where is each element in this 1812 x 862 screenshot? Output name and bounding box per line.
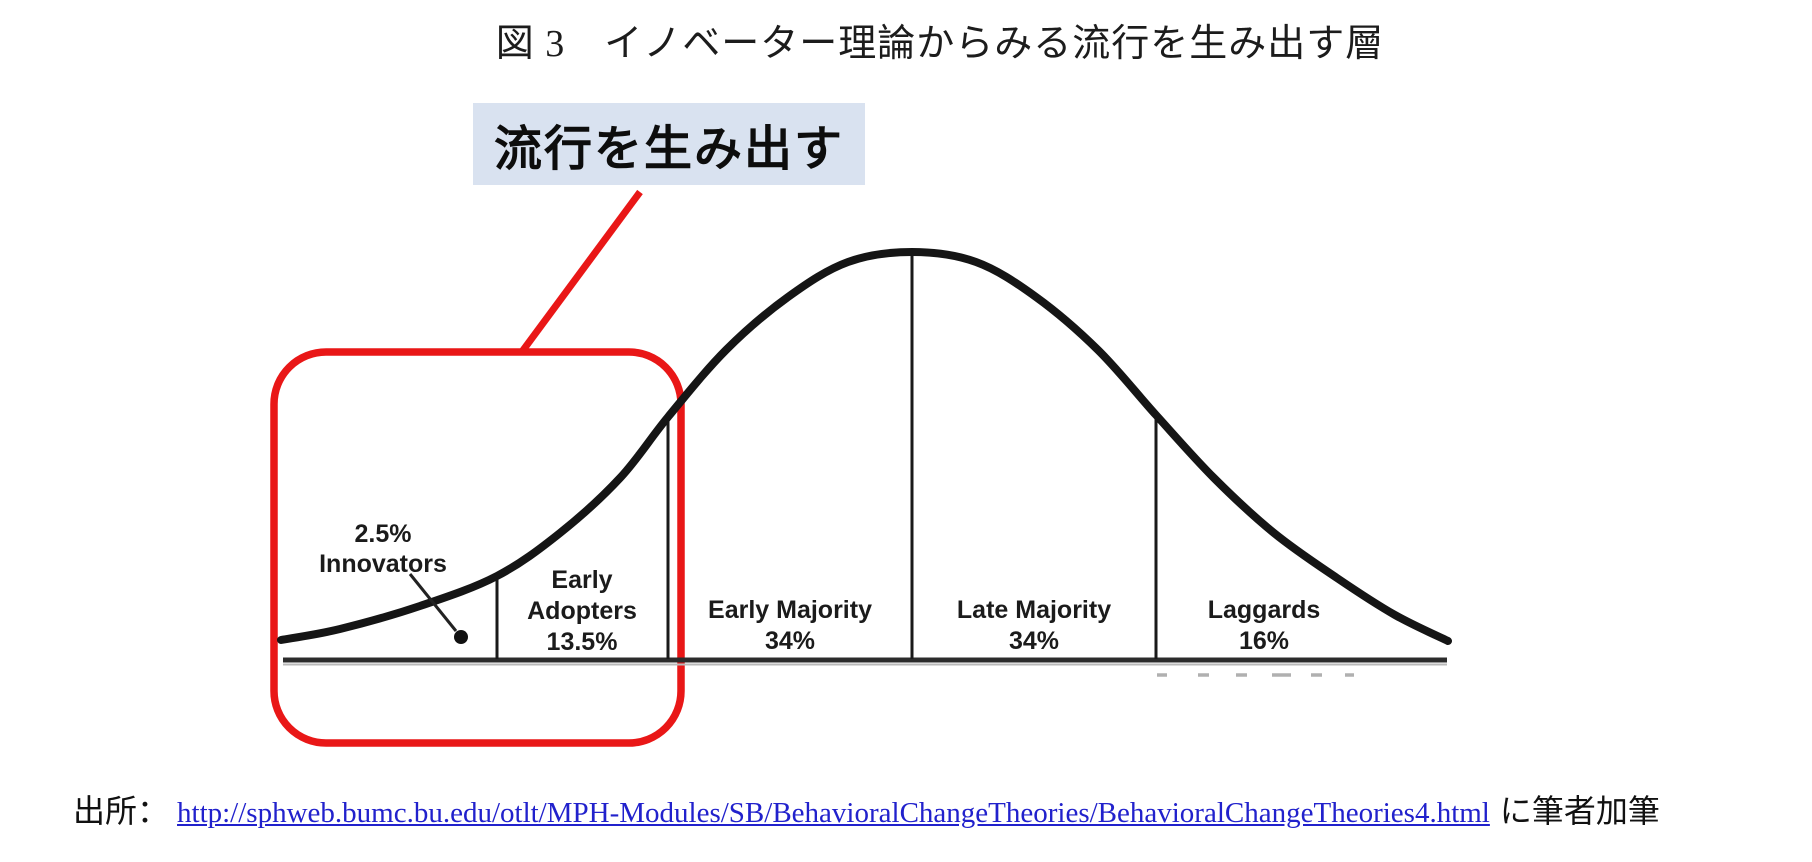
segment-label-laggards: Laggards 16%: [1208, 595, 1321, 657]
highlight-rounded-rect: [270, 348, 685, 747]
early-majority-percent: 34%: [764, 627, 816, 655]
segment-label-early-majority: Early Majority 34%: [708, 595, 872, 657]
callout-box: 流行を生み出す: [473, 103, 865, 185]
early-majority-name: Early Majority: [708, 596, 872, 624]
late-majority-name: Late Majority: [956, 596, 1112, 624]
early-adopters-line1: Early: [551, 566, 613, 594]
innovators-name: Innovators: [319, 550, 447, 578]
early-adopters-percent: 13.5%: [546, 628, 618, 656]
source-url-link[interactable]: http://sphweb.bumc.bu.edu/otlt/MPH-Modul…: [177, 797, 1490, 829]
segment-label-late-majority: Late Majority 34%: [957, 595, 1111, 657]
callout-label: 流行を生み出す: [493, 123, 844, 176]
late-majority-percent: 34%: [1008, 627, 1060, 655]
source-suffix: に筆者加筆: [1499, 793, 1660, 829]
laggards-name: Laggards: [1207, 596, 1321, 624]
segment-label-innovators: 2.5% Innovators: [319, 519, 447, 579]
innovators-pointer-dot: [454, 630, 468, 644]
segment-label-early-adopters: Early Adopters 13.5%: [527, 565, 637, 658]
source-line: 出所： http://sphweb.bumc.bu.edu/otlt/MPH-Mo…: [73, 786, 1660, 832]
innovators-pointer-line: [408, 573, 458, 632]
innovators-percent: 2.5%: [354, 520, 412, 548]
figure-title: 図 3 イノベーター理論からみる流行を生み出す層: [495, 23, 1385, 65]
bell-curve-path: [277, 248, 1452, 645]
laggards-percent: 16%: [1238, 627, 1290, 655]
source-prefix: 出所：: [73, 793, 170, 829]
early-adopters-line2: Adopters: [527, 597, 637, 625]
callout-leader-line: [518, 189, 643, 356]
